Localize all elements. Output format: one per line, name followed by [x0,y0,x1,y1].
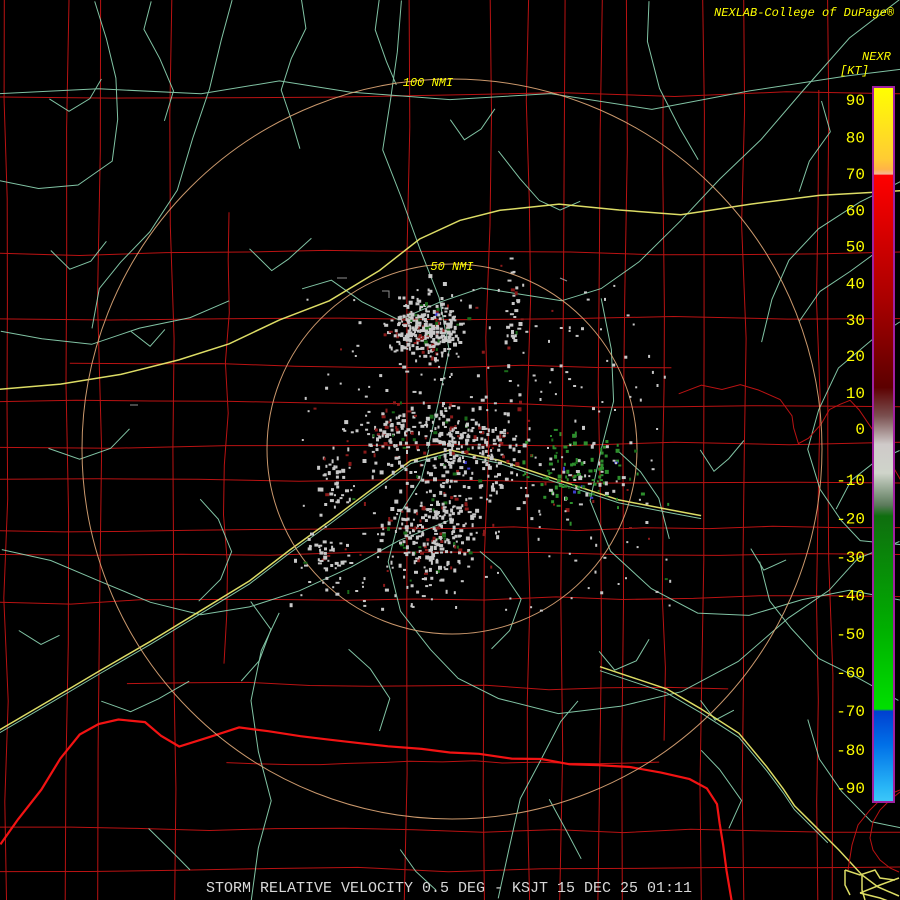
svg-text:50: 50 [846,239,865,257]
svg-text:60: 60 [846,202,865,220]
svg-text:-70: -70 [836,703,865,721]
svg-text:80: 80 [846,130,865,148]
svg-text:50 NMI: 50 NMI [430,260,473,274]
svg-text:90: 90 [846,92,865,110]
svg-text:100 NMI: 100 NMI [403,76,453,90]
svg-text:NEXLAB-College of DuPage®: NEXLAB-College of DuPage® [714,6,895,20]
svg-text:40: 40 [846,275,865,293]
svg-text:-30: -30 [836,549,865,567]
svg-text:-60: -60 [836,664,865,682]
svg-text:70: 70 [846,166,865,184]
svg-text:0: 0 [855,421,865,439]
svg-text:10: 10 [846,385,865,403]
svg-text:STORM RELATIVE VELOCITY 0.5 DE: STORM RELATIVE VELOCITY 0.5 DEG - KSJT 1… [206,880,692,897]
svg-text:30: 30 [846,312,865,330]
svg-text:-80: -80 [836,742,865,760]
svg-text:-50: -50 [836,626,865,644]
svg-text:[KT]: [KT] [840,64,869,78]
svg-text:-90: -90 [836,780,865,798]
svg-text:20: 20 [846,348,865,366]
svg-text:-10: -10 [836,472,865,490]
svg-text:-20: -20 [836,511,865,529]
svg-text:-40: -40 [836,588,865,606]
svg-text:NEXR: NEXR [862,50,892,64]
